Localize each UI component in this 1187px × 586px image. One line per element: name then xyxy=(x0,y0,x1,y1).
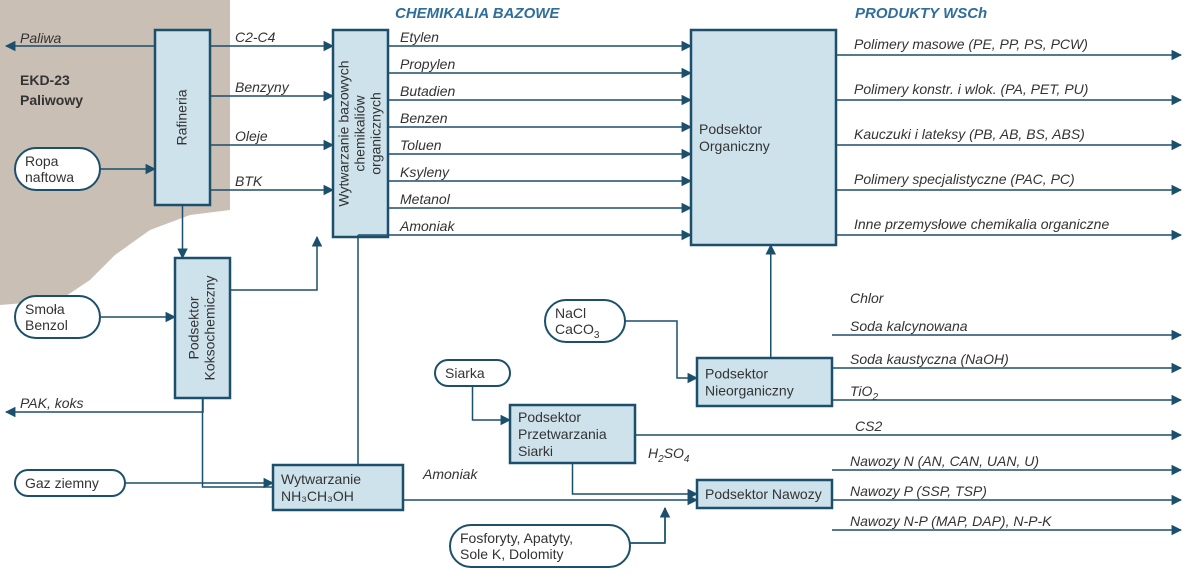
node-nieorg-label: Nieorganiczny xyxy=(705,383,794,399)
node-nh3-label: Wytwarzanie xyxy=(281,471,361,487)
label-chem-1: Propylen xyxy=(400,56,455,72)
input-fosfor-label: Sole K, Dolomity xyxy=(460,546,563,562)
node-organ-label: Podsektor xyxy=(699,121,762,137)
node-siarki-label: Podsektor xyxy=(518,409,581,425)
input-ropa-label: naftowa xyxy=(25,169,74,185)
label-prod-nawozy-2: Nawozy N-P (MAP, DAP), N-P-K xyxy=(850,513,1052,529)
label-prod-organ-4: Inne przemysłowe chemikalia organiczne xyxy=(854,216,1109,232)
label-h2so4: H2SO4 xyxy=(648,445,690,465)
label-prod-nieorg-1: Soda kaustyczna (NaOH) xyxy=(850,351,1009,367)
node-nh3-label: NH₃CH₃OH xyxy=(281,488,354,504)
label-raf-3: BTK xyxy=(235,173,263,189)
node-wytwarz-label: chemikaliów xyxy=(352,94,368,171)
label-prod-nawozy-0: Nawozy N (AN, CAN, UAN, U) xyxy=(850,453,1039,469)
node-koks-label: Koksochemiczny xyxy=(202,275,218,380)
label-prod-nawozy-1: Nawozy P (SSP, TSP) xyxy=(850,483,987,499)
header-chemikalia: CHEMIKALIA BAZOWE xyxy=(395,5,560,22)
edge-nacl-nieorg xyxy=(625,321,697,378)
input-gaz-label: Gaz ziemny xyxy=(25,475,99,491)
node-nawozy-label: Podsektor Nawozy xyxy=(705,486,822,502)
label-prod-nieorg-0: Soda kalcynowana xyxy=(850,318,968,334)
edge-h2so4 xyxy=(573,463,698,494)
input-smola-label: Benzol xyxy=(25,317,68,333)
input-smola-label: Smoła xyxy=(25,301,65,317)
label-raf-1: Benzyny xyxy=(235,79,290,95)
edge-koks-wytwarz xyxy=(230,237,317,290)
node-siarki-label: Przetwarzania xyxy=(518,426,607,442)
input-fosfor-label: Fosforyty, Apatyty, xyxy=(460,530,573,546)
node-siarki-label: Siarki xyxy=(518,443,553,459)
label-chlor: Chlor xyxy=(850,290,885,306)
label-chem-0: Etylen xyxy=(400,29,439,45)
label-prod-organ-1: Polimery konstr. i wlok. (PA, PET, PU) xyxy=(854,81,1088,97)
node-wytwarz-label: Wytwarzanie bazowych xyxy=(336,60,352,206)
label-prod-organ-0: Polimery masowe (PE, PP, PS, PCW) xyxy=(854,36,1088,52)
edge-koks-nh3 xyxy=(203,398,274,487)
region-label-2: Paliwowy xyxy=(20,92,83,108)
label-prod-siarki-0: CS2 xyxy=(855,418,882,434)
node-koks-label: Podsektor xyxy=(186,296,202,359)
input-siarka-label: Siarka xyxy=(445,365,485,381)
label-pak: PAK, koks xyxy=(20,395,84,411)
node-rafineria-label: Rafineria xyxy=(174,89,190,145)
edge-fosfor-nawozy xyxy=(630,508,665,543)
label-chem-7: Amoniak xyxy=(399,218,455,234)
node-nieorg-label: Podsektor xyxy=(705,366,768,382)
label-chem-3: Benzen xyxy=(400,110,448,126)
input-ropa-label: Ropa xyxy=(25,153,59,169)
label-chem-6: Metanol xyxy=(400,191,451,207)
label-amoniak2: Amoniak xyxy=(422,466,478,482)
label-prod-organ-2: Kauczuki i lateksy (PB, AB, BS, ABS) xyxy=(854,126,1085,142)
label-raf-0: C2-C4 xyxy=(235,29,276,45)
header-produkty: PRODUKTY WSCh xyxy=(855,5,987,22)
node-wytwarz-label: organicznych xyxy=(368,92,384,175)
label-chem-5: Ksyleny xyxy=(400,164,450,180)
input-nacl-label: NaCl xyxy=(555,305,586,321)
label-paliwa: Paliwa xyxy=(20,30,61,46)
label-chem-4: Toluen xyxy=(400,137,442,153)
region-label-1: EKD-23 xyxy=(20,72,70,88)
edge-siarka-in xyxy=(473,386,511,420)
label-chem-2: Butadien xyxy=(400,83,455,99)
label-raf-2: Oleje xyxy=(235,128,268,144)
label-prod-organ-3: Polimery specjalistyczne (PAC, PC) xyxy=(854,171,1075,187)
node-organ-label: Organiczny xyxy=(699,138,770,154)
